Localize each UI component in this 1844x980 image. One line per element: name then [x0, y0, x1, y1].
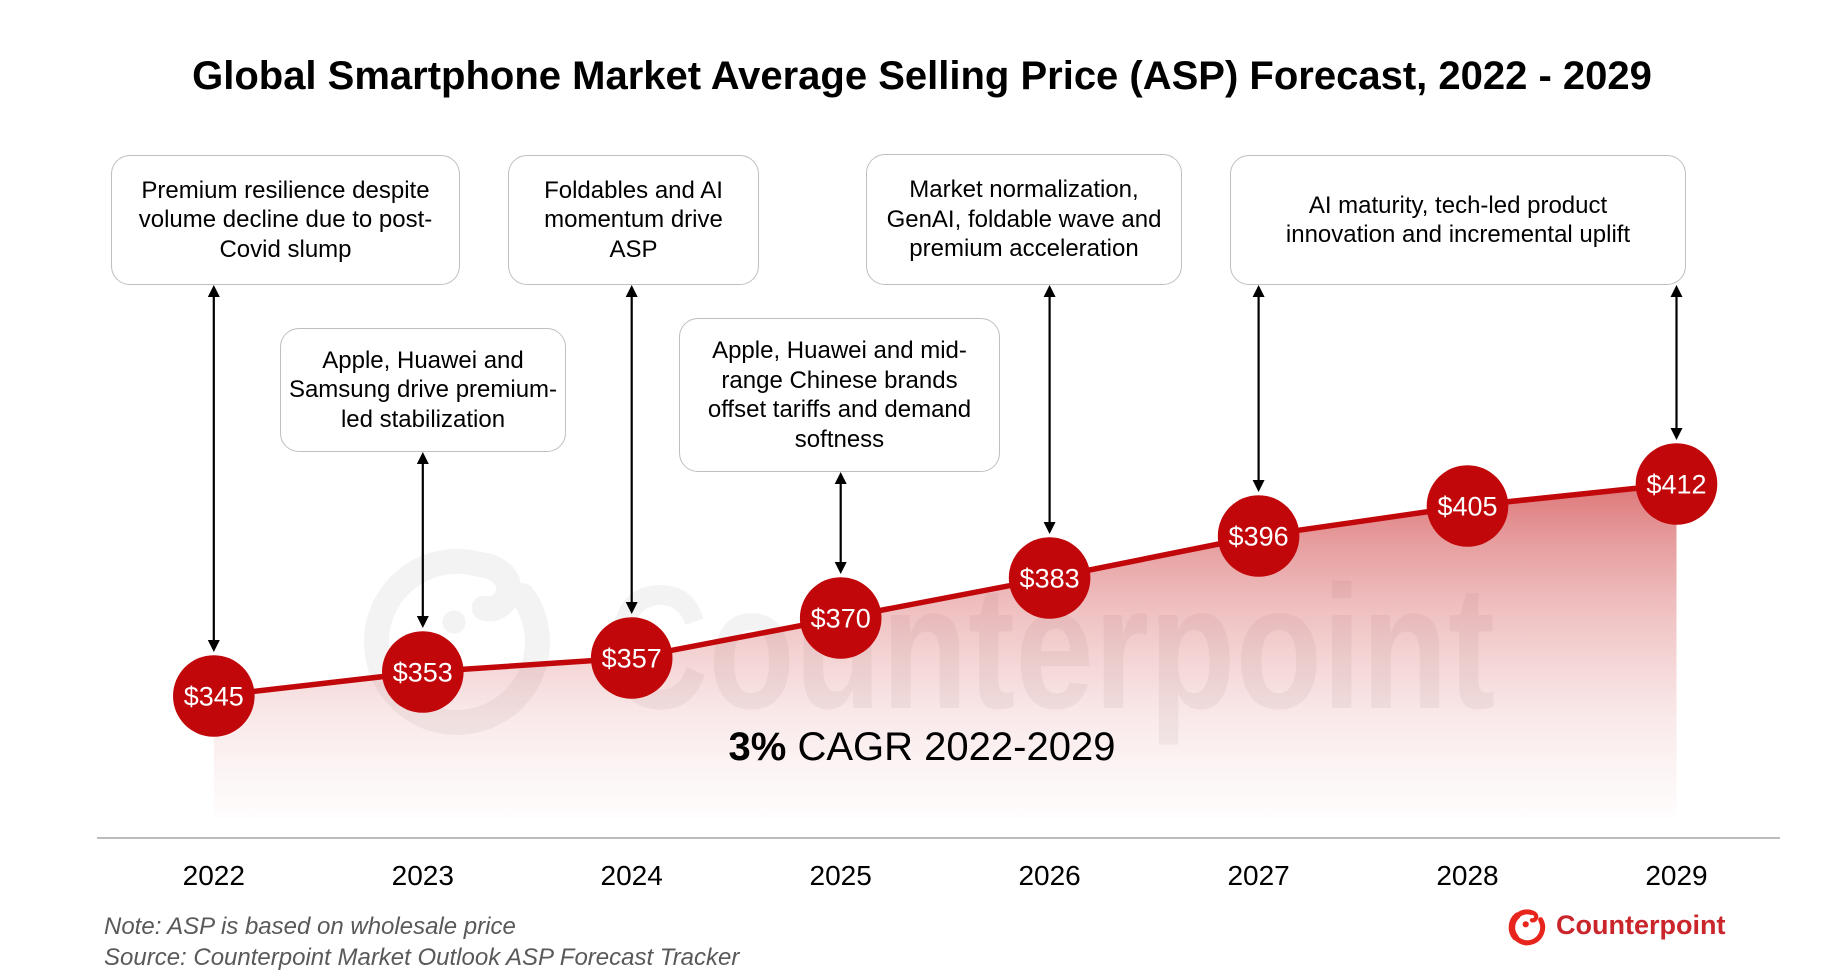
svg-text:$412: $412	[1646, 469, 1706, 499]
svg-text:$345: $345	[184, 681, 244, 711]
svg-text:$383: $383	[1020, 563, 1080, 593]
svg-text:$357: $357	[602, 643, 662, 673]
svg-text:$353: $353	[393, 657, 453, 687]
svg-text:$405: $405	[1437, 491, 1497, 521]
svg-text:$370: $370	[811, 603, 871, 633]
svg-text:$396: $396	[1229, 521, 1289, 551]
